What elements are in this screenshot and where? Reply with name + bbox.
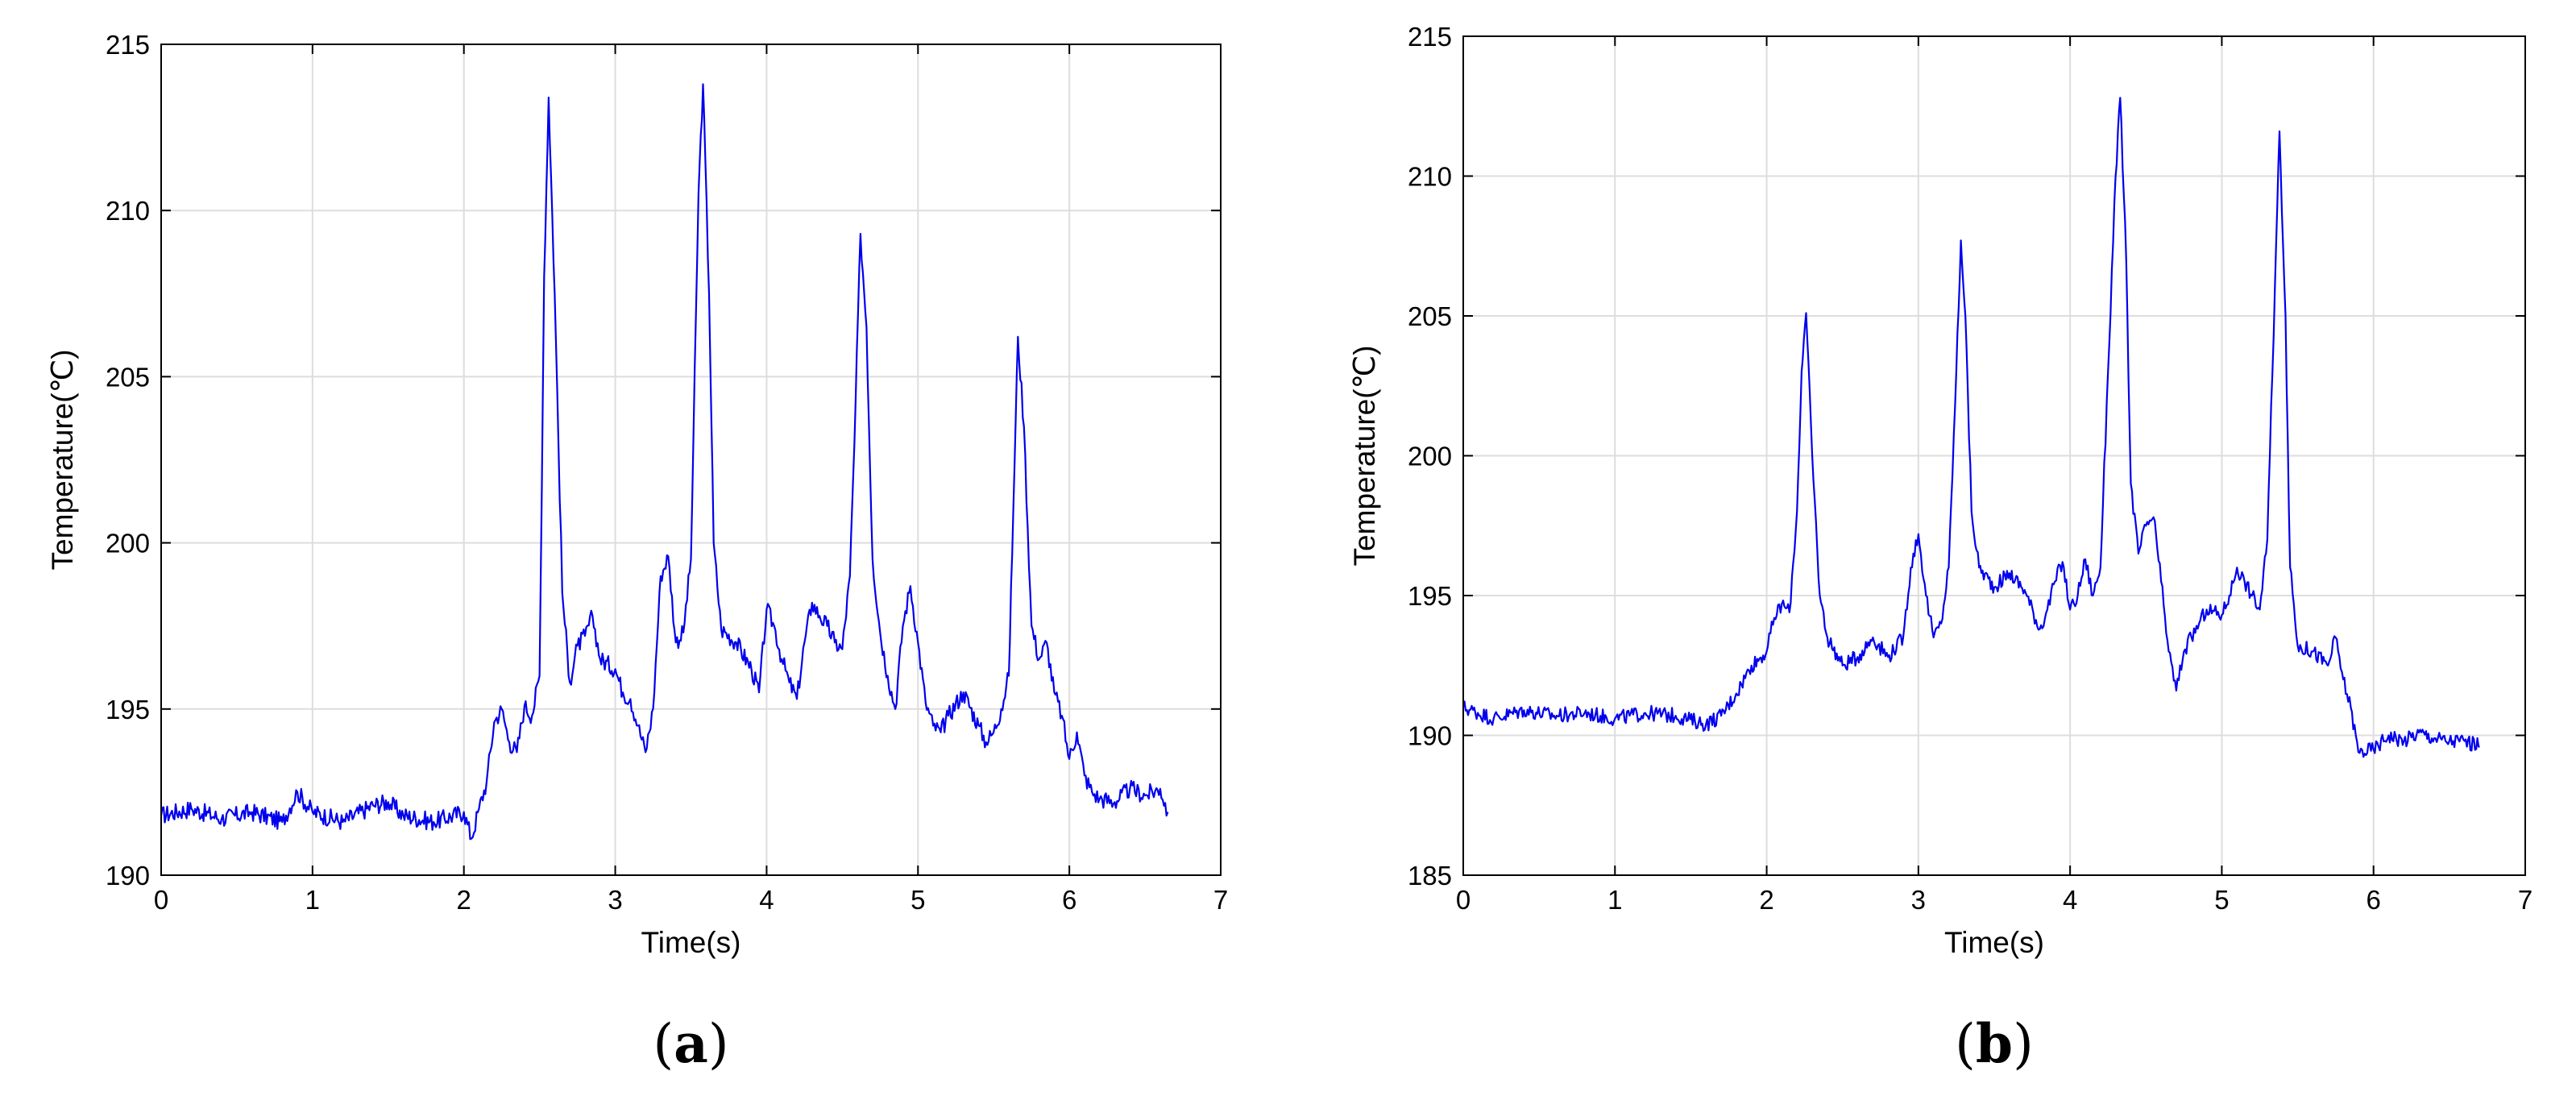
y-tick-label: 185 xyxy=(1408,861,1452,890)
y-tick-label: 190 xyxy=(1408,721,1452,751)
y-tick-label: 215 xyxy=(106,30,150,60)
y-tick-labels: 190 195 200 205 210 215 xyxy=(106,30,150,890)
x-tick-label: 3 xyxy=(608,885,622,915)
y-tick-label: 200 xyxy=(1408,442,1452,471)
panel-label-a: (a) xyxy=(653,1012,728,1075)
y-tick-label: 200 xyxy=(106,529,150,558)
x-tick-label: 1 xyxy=(305,885,320,915)
gridlines xyxy=(160,44,1222,876)
x-axis-label: Time(s) xyxy=(641,926,741,959)
y-axis-label: Temperature(℃) xyxy=(1348,346,1381,567)
y-tick-label: 205 xyxy=(1408,301,1452,331)
temperature-series-line xyxy=(160,83,1169,841)
x-tick-label: 4 xyxy=(2063,885,2077,915)
x-tick-labels: 0 1 2 3 4 5 6 7 xyxy=(1456,885,2532,915)
y-tick-labels: 185 190 195 200 205 210 215 xyxy=(1408,22,1452,890)
panel-label-b: (b) xyxy=(1955,1012,2034,1075)
y-tick-label: 205 xyxy=(106,362,150,392)
x-tick-label: 1 xyxy=(1607,885,1622,915)
chart-b: 0 1 2 3 4 5 6 7 185 190 195 200 205 210 215 Time(s) T… xyxy=(1348,22,2532,1075)
chart-a: 0 1 2 3 4 5 6 7 190 195 200 205 210 215 Time(s) Temp… xyxy=(46,30,1228,1075)
plot-frame xyxy=(160,44,1222,876)
y-tick-label: 210 xyxy=(1408,162,1452,192)
series-line-layer xyxy=(160,83,1169,841)
y-tick-label: 195 xyxy=(106,695,150,724)
x-tick-label: 0 xyxy=(1456,885,1471,915)
y-tick-label: 195 xyxy=(1408,581,1452,611)
y-tick-label: 215 xyxy=(1408,22,1452,52)
tick-marks xyxy=(1462,35,2526,876)
x-tick-label: 5 xyxy=(2214,885,2229,915)
x-tick-label: 4 xyxy=(759,885,774,915)
series-line-layer xyxy=(1462,97,2480,758)
x-tick-label: 3 xyxy=(1911,885,1926,915)
temperature-series-line xyxy=(1462,97,2480,758)
x-tick-labels: 0 1 2 3 4 5 6 7 xyxy=(154,885,1228,915)
x-tick-label: 7 xyxy=(2518,885,2532,915)
tick-marks xyxy=(160,44,1222,876)
x-tick-label: 5 xyxy=(911,885,925,915)
x-tick-label: 7 xyxy=(1213,885,1228,915)
x-axis-label: Time(s) xyxy=(1944,926,2044,959)
x-tick-label: 2 xyxy=(1759,885,1773,915)
x-tick-label: 6 xyxy=(1062,885,1076,915)
x-tick-label: 6 xyxy=(2367,885,2381,915)
y-tick-label: 210 xyxy=(106,196,150,226)
y-tick-label: 190 xyxy=(106,861,150,890)
x-tick-label: 2 xyxy=(457,885,471,915)
gridlines xyxy=(1462,35,2526,876)
y-axis-label: Temperature(℃) xyxy=(46,350,79,571)
x-tick-label: 0 xyxy=(154,885,168,915)
